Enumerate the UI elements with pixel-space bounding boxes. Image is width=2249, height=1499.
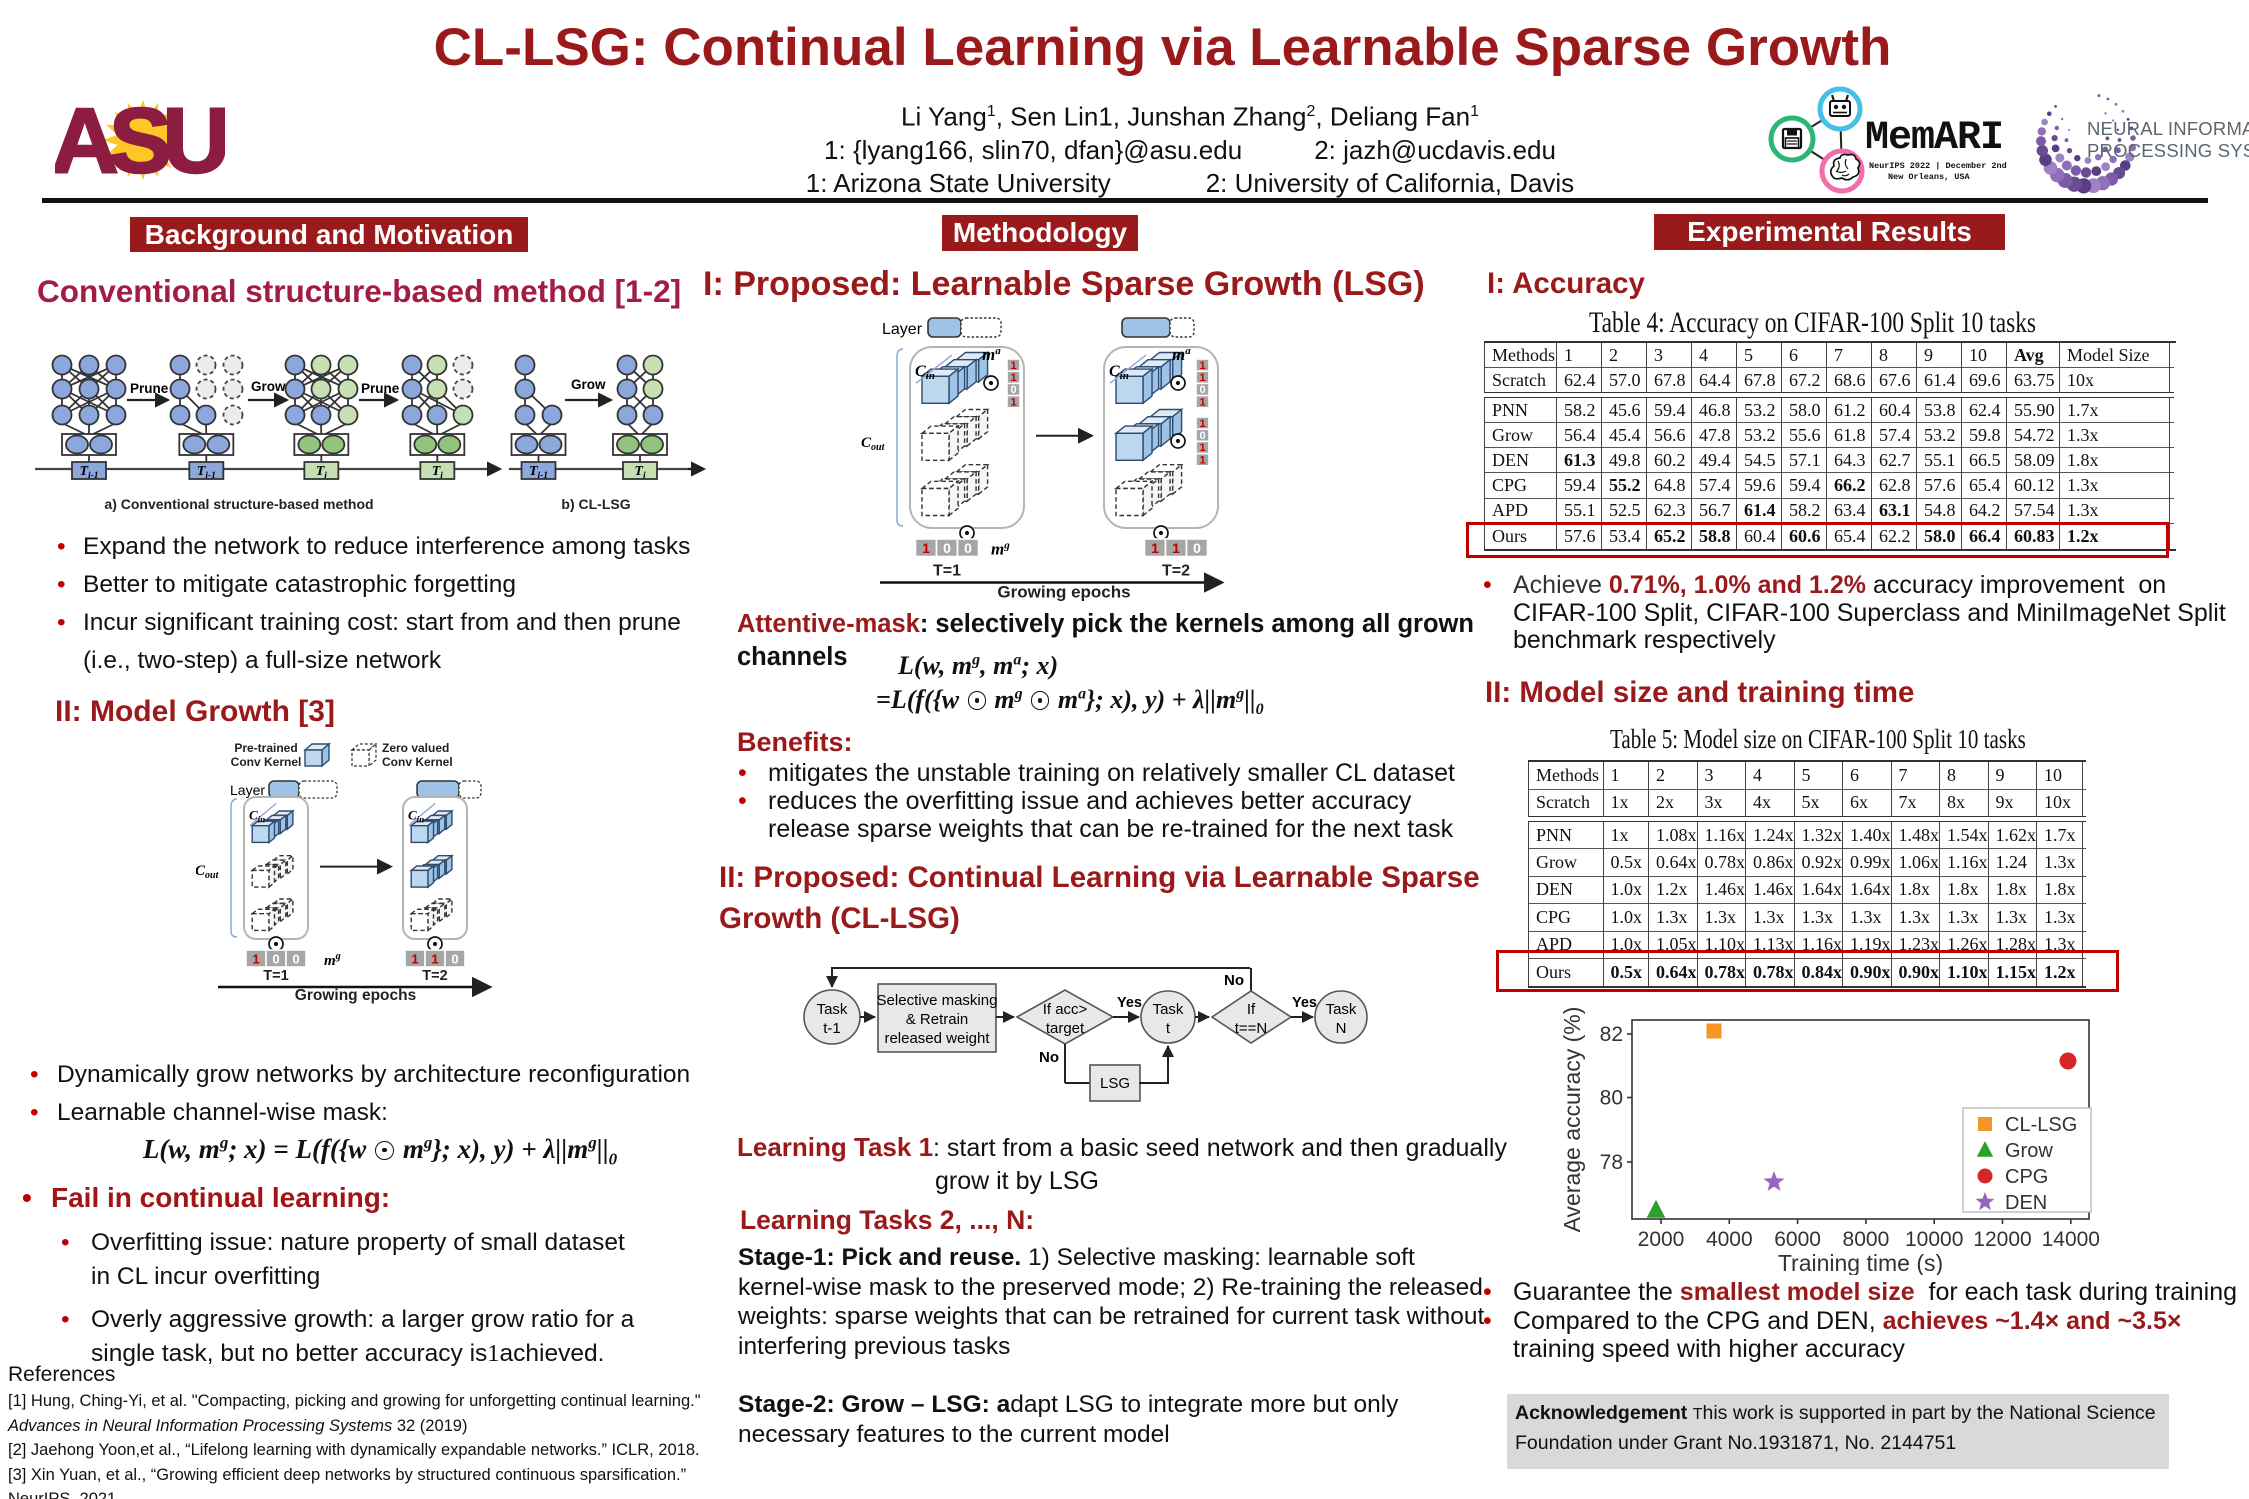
svg-text:New Orleans, USA: New Orleans, USA (1888, 172, 1971, 182)
svg-text:t==N: t==N (1235, 1020, 1268, 1037)
svg-text:78: 78 (1600, 1151, 1623, 1174)
svg-text:If acc>: If acc> (1043, 1001, 1088, 1018)
svg-text:CL-LSG: CL-LSG (2005, 1114, 2077, 1136)
svg-text:1: 1 (252, 952, 259, 967)
svg-text:1: 1 (1010, 372, 1016, 384)
svg-text:If: If (1247, 1001, 1256, 1018)
svg-text:2000: 2000 (1638, 1228, 1685, 1251)
svg-text:No: No (1224, 972, 1244, 989)
svg-text:MemARI: MemARI (1865, 116, 2003, 161)
svg-text:Conv Kernel: Conv Kernel (231, 755, 302, 769)
svg-text:Selective masking: Selective masking (877, 992, 998, 1009)
svg-text:1: 1 (1199, 360, 1205, 372)
svg-text:T=1: T=1 (933, 563, 961, 580)
svg-text:0: 0 (964, 540, 972, 556)
svg-text:Cout: Cout (861, 435, 886, 453)
svg-text:Growing epochs: Growing epochs (295, 987, 416, 1004)
svg-text:t-1: t-1 (823, 1020, 841, 1037)
svg-text:14000: 14000 (2042, 1228, 2100, 1251)
svg-text:Cout: Cout (196, 863, 220, 881)
svg-text:12000: 12000 (1973, 1228, 2031, 1251)
svg-text:mg: mg (324, 951, 341, 969)
svg-text:Task: Task (1153, 1001, 1184, 1018)
svg-text:t: t (1166, 1020, 1171, 1037)
svg-text:Ti: Ti (634, 464, 646, 481)
svg-text:Average accuracy (%): Average accuracy (%) (1560, 1007, 1585, 1233)
svg-text:1: 1 (1172, 540, 1180, 556)
svg-text:1: 1 (1151, 540, 1159, 556)
svg-text:N: N (1336, 1020, 1347, 1037)
svg-text:No: No (1039, 1049, 1059, 1066)
svg-text:Ti: Ti (432, 464, 444, 481)
svg-text:Grow: Grow (251, 379, 286, 394)
svg-text:4000: 4000 (1706, 1228, 1753, 1251)
svg-text:mg: mg (991, 540, 1010, 559)
svg-text:1: 1 (431, 952, 438, 967)
svg-text:Layer: Layer (230, 782, 265, 798)
svg-text:1: 1 (1199, 372, 1205, 384)
svg-text:1: 1 (1199, 454, 1205, 466)
svg-text:DEN: DEN (2005, 1192, 2047, 1214)
svg-text:0: 0 (1199, 430, 1205, 442)
svg-text:0: 0 (1199, 384, 1205, 396)
svg-text:1: 1 (411, 952, 418, 967)
svg-text:Prune: Prune (130, 381, 169, 396)
svg-text:Layer: Layer (882, 321, 923, 338)
svg-text:Pre-trained: Pre-trained (234, 741, 297, 755)
svg-text:ASU: ASU (55, 96, 225, 184)
svg-text:Conv Kernel: Conv Kernel (382, 755, 453, 769)
svg-text:NeurIPS 2022 | December 2nd: NeurIPS 2022 | December 2nd (1869, 161, 2007, 171)
svg-text:CPG: CPG (2005, 1166, 2048, 1188)
svg-text:0: 0 (1010, 384, 1016, 396)
svg-text:released weight: released weight (884, 1030, 990, 1047)
svg-text:Prune: Prune (361, 381, 400, 396)
svg-text:Task: Task (1326, 1001, 1357, 1018)
svg-text:82: 82 (1600, 1023, 1623, 1046)
svg-text:0: 0 (292, 952, 299, 967)
svg-text:T=1: T=1 (263, 968, 288, 984)
svg-text:0: 0 (272, 952, 279, 967)
svg-text:Ti: Ti (316, 464, 328, 481)
svg-text:& Retrain: & Retrain (906, 1011, 969, 1028)
svg-text:6000: 6000 (1774, 1228, 1821, 1251)
svg-text:Zero valued: Zero valued (382, 741, 449, 755)
svg-text:Yes: Yes (1292, 995, 1317, 1011)
svg-text:target: target (1046, 1020, 1085, 1037)
svg-text:PROCESSING SYSTEMS: PROCESSING SYSTEMS (2087, 140, 2249, 161)
svg-text:1: 1 (1199, 418, 1205, 430)
svg-text:8000: 8000 (1843, 1228, 1890, 1251)
svg-text:a) Conventional structure-base: a) Conventional structure-based method (104, 496, 373, 512)
svg-text:LSG: LSG (1100, 1075, 1130, 1092)
svg-text:80: 80 (1600, 1087, 1623, 1110)
svg-text:1: 1 (1010, 360, 1016, 372)
svg-text:Growing epochs: Growing epochs (997, 583, 1130, 602)
svg-text:T=2: T=2 (1162, 563, 1190, 580)
svg-text:0: 0 (943, 540, 951, 556)
svg-text:0: 0 (1193, 540, 1201, 556)
svg-text:T=2: T=2 (422, 968, 447, 984)
svg-text:10000: 10000 (1905, 1228, 1963, 1251)
svg-text:1: 1 (1010, 396, 1016, 408)
svg-text:Training time (s): Training time (s) (1778, 1250, 1943, 1275)
svg-text:Grow: Grow (571, 377, 606, 392)
svg-text:NEURAL INFORMATION: NEURAL INFORMATION (2087, 118, 2249, 139)
svg-text:Yes: Yes (1117, 995, 1142, 1011)
svg-text:Grow: Grow (2005, 1140, 2053, 1162)
svg-text:Task: Task (817, 1001, 848, 1018)
svg-text:1: 1 (1199, 396, 1205, 408)
svg-text:0: 0 (451, 952, 458, 967)
svg-text:1: 1 (922, 540, 930, 556)
svg-text:1: 1 (1199, 442, 1205, 454)
svg-text:b) CL-LSG: b) CL-LSG (561, 496, 630, 512)
